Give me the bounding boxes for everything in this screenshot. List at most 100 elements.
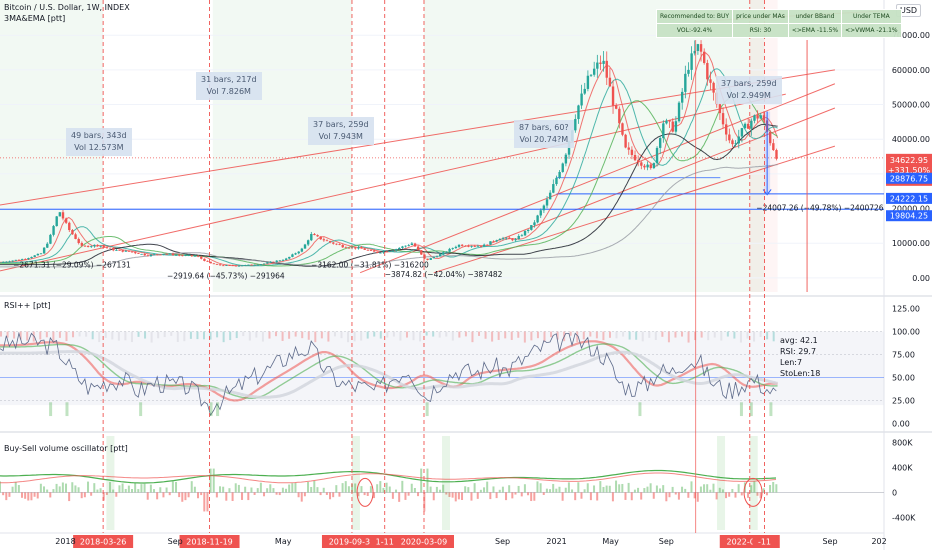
volume-bar [115,492,118,497]
candle-body [376,251,379,253]
volume-bar [319,492,322,496]
candle-body [297,251,300,254]
volume-bar [429,486,432,493]
volume-bar [140,484,143,493]
highlight-circle[interactable] [356,477,374,507]
candle-body [561,163,564,172]
candle-body [470,245,473,247]
candle-body [388,251,392,252]
candle-body [624,134,627,148]
volume-bar [266,488,269,493]
candle-body [514,239,517,241]
volume-bar [514,492,517,495]
candle-body [633,155,637,161]
volume-highlight [749,436,758,530]
measure-label: −3874.82 (−42.04%) −387482 [385,270,503,279]
trend-line[interactable] [359,83,836,274]
volume-bar [275,492,278,495]
candle-body [325,240,329,242]
rsi-strip-bar [641,331,644,342]
volume-bar [731,488,734,493]
rsi-strip-bar [268,331,271,339]
candle-body [20,259,24,260]
volume-bar [102,492,105,501]
candle-body [344,247,348,249]
volume-bar [225,492,228,501]
volume-bar [17,485,20,493]
rsi-tick-label: 50.00 [892,373,915,382]
candles [2,40,778,267]
volume-bar [398,492,401,502]
volume-bar [470,492,473,501]
highlight-circle[interactable] [743,477,763,507]
rsi-strip-bar [497,331,500,340]
volume-bar [423,492,426,512]
candle-body [162,253,165,255]
candle-body [743,123,747,129]
rsi-strip-bar [759,331,762,337]
volume-bar [583,489,586,493]
rsi-strip-bar [438,331,441,338]
volume-bar [278,492,281,496]
price-tick-label: 70000.00 [892,31,930,40]
volume-bar [181,492,184,502]
volume-bar [99,488,102,493]
candle-body [284,258,288,260]
rsi-signal-bar [209,402,213,417]
measure-label: −3162.00 (−31.81%) −316200 [311,260,429,269]
volume-bar [637,487,640,493]
volume-bar [332,492,335,498]
candle-body [319,236,322,240]
candle-body [693,50,696,54]
volume-bar [259,482,262,493]
rsi-strip-bar [320,331,323,339]
candle-body [479,245,483,247]
volume-bar [668,492,671,498]
candle-body [426,258,429,260]
candle-body [718,104,722,114]
volume-bar [24,492,27,499]
candle-body [146,255,150,257]
range-info-line: 37 bars, 259d [313,120,369,129]
range-info-line: 31 bars, 217d [201,75,257,84]
rsi-strip-bar [517,331,520,338]
volume-bar [703,484,706,493]
range-info-line: Vol 7.943M [318,132,363,141]
volume-bar [55,483,58,493]
rsi-strip-bar [707,331,710,341]
candle-body [536,215,539,223]
time-tick-label: Sep [495,537,510,546]
volume-bar [131,488,134,493]
candle-body [253,264,256,266]
volume-bar [8,492,11,497]
volume-bar [373,492,376,499]
rsi-strip-bar [150,331,153,343]
rsi-strip-bar [137,331,140,337]
candle-body [762,115,766,121]
candle-body [445,251,448,253]
candle-body [137,253,140,254]
table-cell: under BBand [787,9,843,24]
rsi-strip-bar [98,331,101,343]
candle-body [605,60,608,78]
candle-body [115,250,118,251]
background-zones [0,0,884,406]
volume-tick-label: -400K [892,513,916,522]
table-cell: price under MAs [732,9,789,24]
volume-bar [624,492,627,500]
candle-body [83,245,87,247]
rsi-strip-bar [379,331,382,339]
candle-body [586,75,590,89]
volume-bar [351,484,354,493]
volume-bar [153,489,156,493]
volume-bar [80,492,83,499]
trend-line[interactable] [0,93,786,272]
volume-bar [325,492,328,495]
rsi-strip-bar [399,331,402,341]
rsi-strip-bar [392,331,395,337]
candle-body [369,250,373,251]
rsi-strip-bar [26,331,29,341]
volume-bar [709,489,712,493]
trend-line[interactable] [490,107,836,244]
